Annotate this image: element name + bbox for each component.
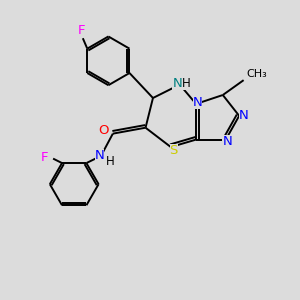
Text: H: H [106,155,115,168]
Text: N: N [172,76,182,90]
Text: N: N [222,135,232,148]
Text: N: N [239,109,248,122]
Text: S: S [169,143,178,157]
Text: O: O [99,124,109,137]
Text: F: F [78,24,85,37]
Text: N: N [94,149,104,162]
Text: H: H [182,76,190,90]
Text: F: F [41,151,49,164]
Text: N: N [193,96,202,109]
Text: CH₃: CH₃ [247,69,267,79]
